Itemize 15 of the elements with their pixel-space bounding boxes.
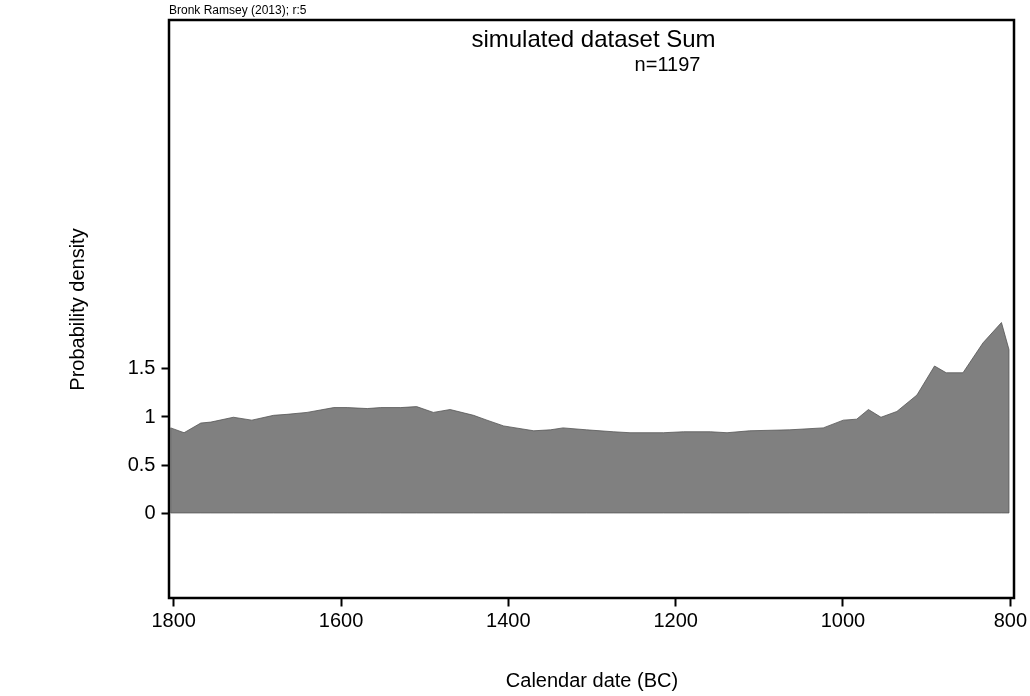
y-tick-label: 0 — [144, 501, 156, 524]
text: Bronk Ramsey (2013); r:5 — [169, 3, 307, 17]
x-tick-label: 800 — [993, 608, 1027, 631]
x-tick-label: 1600 — [318, 608, 364, 631]
chart-title: simulated dataset Sum — [471, 25, 716, 52]
y-tick-label: 1.5 — [127, 356, 156, 379]
x-tick-label: 1200 — [653, 608, 698, 631]
x-tick-label: 1400 — [486, 608, 531, 631]
x-axis-title: Calendar date (BC) — [505, 668, 679, 691]
x-tick-label: 1000 — [820, 608, 866, 631]
x-tick-label: 1800 — [151, 608, 196, 631]
y-tick-label: 1 — [144, 404, 156, 427]
y-axis-title: Probability density — [65, 228, 88, 391]
y-tick-label: 0.5 — [127, 453, 156, 476]
text: n=1197 — [634, 53, 701, 75]
